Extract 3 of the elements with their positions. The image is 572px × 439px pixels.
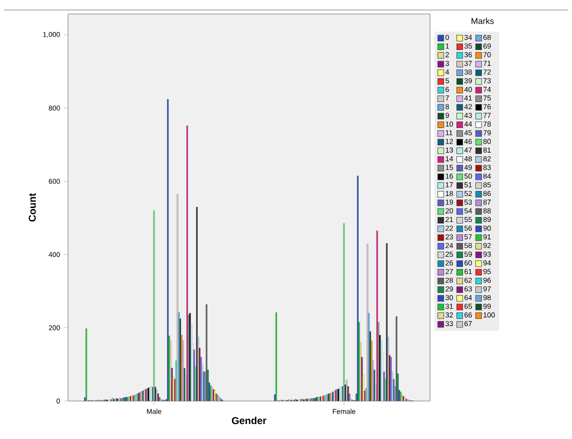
y-axis-title: Count [28,193,36,222]
x-axis-title: Gender [232,416,266,424]
legend-title: Marks [472,18,494,24]
